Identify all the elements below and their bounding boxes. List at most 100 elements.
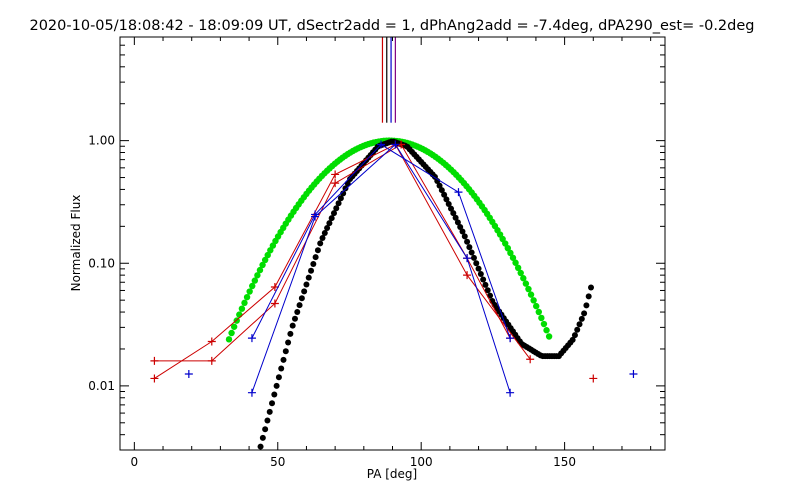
- black-fit-point: [259, 434, 266, 441]
- black-fit-point: [581, 310, 588, 317]
- green-fit-point: [243, 293, 251, 301]
- blue-data-point: [506, 334, 515, 343]
- black-fit-point: [266, 408, 273, 415]
- black-fit-point: [466, 244, 473, 251]
- green-fit-point: [512, 259, 519, 266]
- black-fit-point: [314, 247, 321, 254]
- black-fit-point: [335, 200, 342, 207]
- red-data-point: [331, 179, 340, 188]
- green-fit-point: [507, 249, 514, 257]
- black-fit-point: [289, 322, 296, 329]
- blue-data-point: [463, 254, 472, 263]
- red-series-line-0: [154, 143, 531, 379]
- black-fit-point: [326, 220, 333, 227]
- black-fit-point: [333, 205, 340, 212]
- black-fit-point: [264, 417, 271, 424]
- black-fit-point: [448, 205, 455, 212]
- black-fit-point: [330, 210, 337, 217]
- axes: 0 50 100 150 0.01 0.10 1.00: [88, 36, 665, 469]
- red-data-point: [207, 337, 216, 346]
- green-fit-point: [249, 282, 256, 290]
- black-fit-point: [436, 182, 443, 189]
- black-fit-point: [310, 260, 317, 267]
- y-tick-label: 0.01: [88, 379, 115, 393]
- black-fit-point: [312, 254, 319, 261]
- black-fit-point: [305, 274, 312, 281]
- black-fit-point: [282, 348, 289, 355]
- green-fit-point: [254, 272, 261, 279]
- black-fit-point: [569, 336, 576, 343]
- blue-series-line-0: [251, 143, 511, 339]
- green-fit-point: [533, 302, 540, 310]
- black-fit-point: [464, 238, 471, 245]
- black-fit-point: [308, 267, 315, 274]
- green-fit-point: [543, 327, 550, 334]
- plot-frame: [119, 36, 666, 451]
- black-fit-point: [470, 254, 477, 261]
- x-tick-label: 50: [270, 455, 285, 469]
- green-fit-point: [267, 247, 274, 254]
- green-fit-point: [241, 299, 248, 307]
- black-fit-point: [480, 276, 487, 283]
- blue-data-point: [506, 388, 515, 397]
- black-fit-point: [294, 308, 301, 315]
- green-fit-point: [259, 261, 266, 269]
- blue-data-point: [311, 212, 320, 221]
- green-fit-point: [502, 240, 509, 247]
- black-fit-point: [287, 330, 294, 337]
- black-fit-point: [473, 260, 480, 267]
- green-fit-point: [261, 256, 269, 264]
- black-fit-point: [273, 382, 280, 389]
- black-fit-point: [280, 356, 287, 363]
- red-data-point: [589, 374, 598, 383]
- black-fit-point: [452, 214, 459, 221]
- black-fit-point: [301, 288, 308, 295]
- green-fit-point: [517, 269, 524, 277]
- black-fit-point: [271, 391, 278, 398]
- black-fit-point: [576, 321, 583, 328]
- black-fit-point: [296, 302, 303, 309]
- blue-data-point: [184, 369, 193, 378]
- black-fit-point: [298, 295, 305, 302]
- black-fit-point: [482, 281, 489, 288]
- black-fit-point: [269, 400, 276, 407]
- black-fit-point: [477, 271, 484, 278]
- black-fit-point: [328, 215, 335, 222]
- green-fit-point: [535, 308, 542, 316]
- red-data-point: [331, 170, 340, 179]
- black-fit-point: [450, 210, 457, 217]
- black-fit-point: [585, 293, 592, 300]
- red-data-point: [270, 299, 279, 308]
- black-fit-point: [484, 287, 491, 294]
- black-fit-point: [578, 315, 585, 322]
- plot-content: [150, 37, 638, 450]
- red-data-point: [150, 374, 159, 383]
- blue-data-point: [377, 140, 386, 149]
- red-data-point: [150, 356, 159, 365]
- black-fit-point: [574, 326, 581, 333]
- green-fit-point: [520, 275, 527, 282]
- black-fit-point: [257, 443, 264, 450]
- green-fit-point: [251, 277, 259, 284]
- red-data-point: [463, 271, 472, 280]
- black-fit-point: [291, 315, 298, 322]
- black-fit-point: [262, 426, 269, 433]
- green-fit-point: [538, 314, 545, 322]
- black-fit-point: [321, 229, 328, 236]
- green-fit-point: [238, 305, 246, 312]
- black-fit-point: [324, 225, 331, 232]
- green-fit-point: [525, 285, 532, 293]
- green-fit-point: [264, 251, 271, 259]
- black-fit-point: [468, 249, 475, 256]
- black-fit-point: [275, 374, 282, 381]
- black-fit-point: [571, 332, 578, 339]
- black-fit-point: [285, 339, 292, 346]
- blue-data-point: [247, 334, 256, 343]
- black-fit-point: [461, 233, 468, 240]
- black-fit-point: [583, 302, 590, 309]
- blue-data-point: [629, 369, 638, 378]
- red-data-point: [207, 356, 216, 365]
- black-fit-point: [475, 265, 482, 272]
- green-fit-point: [514, 264, 522, 272]
- green-fit-point: [540, 320, 548, 328]
